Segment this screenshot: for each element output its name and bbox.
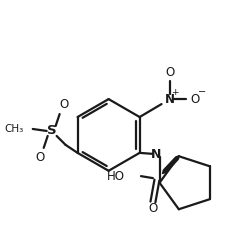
Text: O: O [148, 203, 158, 215]
Text: +: + [171, 88, 178, 97]
Text: HO: HO [107, 170, 125, 183]
Text: O: O [35, 151, 44, 164]
Text: O: O [59, 98, 68, 111]
Text: CH₃: CH₃ [5, 124, 24, 134]
Text: −: − [198, 87, 206, 97]
Text: S: S [47, 124, 56, 137]
Text: O: O [165, 66, 174, 79]
Text: N: N [164, 93, 174, 106]
Text: N: N [150, 148, 161, 161]
Text: O: O [191, 93, 200, 106]
